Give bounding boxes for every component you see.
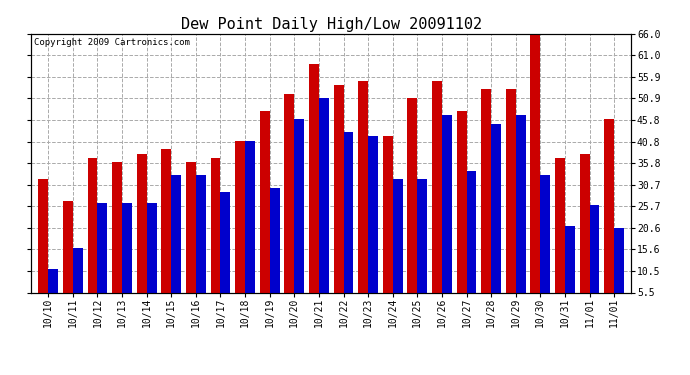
Bar	[457, 111, 466, 316]
Bar	[48, 269, 58, 316]
Bar	[589, 205, 600, 316]
Bar	[284, 94, 295, 316]
Bar	[565, 226, 575, 316]
Bar	[235, 141, 245, 316]
Bar	[580, 153, 589, 316]
Bar	[186, 162, 196, 316]
Bar	[614, 228, 624, 316]
Bar	[555, 158, 565, 316]
Bar	[39, 179, 48, 316]
Bar	[368, 136, 378, 316]
Bar	[63, 201, 73, 316]
Bar	[221, 192, 230, 316]
Bar	[531, 34, 540, 316]
Bar	[196, 175, 206, 316]
Bar	[604, 119, 614, 316]
Bar	[260, 111, 270, 316]
Bar	[319, 98, 328, 316]
Bar	[97, 202, 108, 316]
Bar	[417, 179, 427, 316]
Bar	[245, 141, 255, 316]
Bar	[383, 136, 393, 316]
Bar	[334, 85, 344, 316]
Bar	[506, 89, 515, 316]
Bar	[210, 158, 221, 316]
Bar	[88, 158, 97, 316]
Text: Dew Point Daily High/Low 20091102: Dew Point Daily High/Low 20091102	[181, 17, 482, 32]
Bar	[482, 89, 491, 316]
Bar	[295, 119, 304, 316]
Bar	[393, 179, 402, 316]
Bar	[309, 64, 319, 316]
Bar	[147, 202, 157, 316]
Bar	[358, 81, 368, 316]
Bar	[270, 188, 279, 316]
Bar	[137, 153, 147, 316]
Bar	[122, 202, 132, 316]
Bar	[540, 175, 550, 316]
Bar	[432, 81, 442, 316]
Bar	[171, 175, 181, 316]
Bar	[515, 115, 526, 316]
Bar	[344, 132, 353, 316]
Bar	[442, 115, 452, 316]
Bar	[491, 124, 501, 316]
Text: Copyright 2009 Cartronics.com: Copyright 2009 Cartronics.com	[34, 38, 190, 46]
Bar	[466, 171, 476, 316]
Bar	[112, 162, 122, 316]
Bar	[161, 149, 171, 316]
Bar	[73, 248, 83, 316]
Bar	[408, 98, 417, 316]
